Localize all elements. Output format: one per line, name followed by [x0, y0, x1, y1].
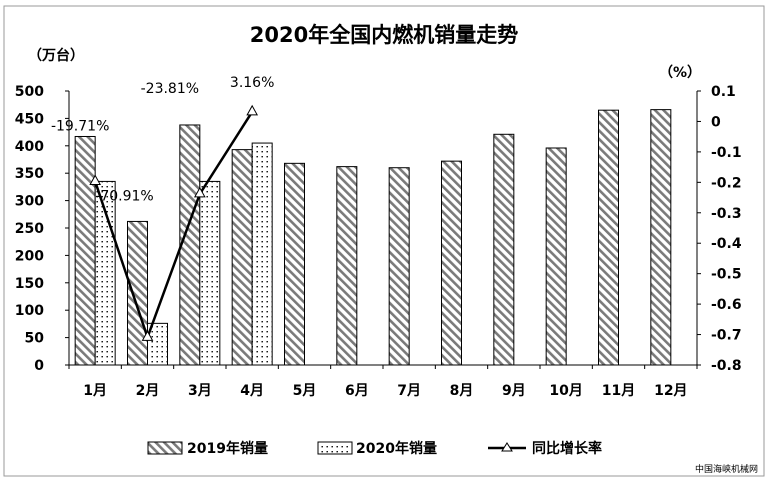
left-tick-label: 250 — [15, 221, 44, 237]
growth-marker — [141, 330, 154, 341]
x-tick-label: 10月 — [549, 383, 582, 399]
legend-label-2019: 2019年销量 — [187, 440, 268, 457]
left-tick-label: 50 — [25, 331, 45, 347]
left-tick-label: 100 — [15, 303, 44, 319]
legend-label-2020: 2020年销量 — [356, 440, 437, 457]
right-tick-label: -0.4 — [711, 236, 742, 252]
legend-swatch-2019 — [147, 441, 183, 455]
bar-2019 — [441, 160, 462, 366]
legend-item-growth: 同比增长率 — [488, 440, 602, 457]
x-tick-label: 2月 — [136, 383, 160, 399]
bar-2019 — [127, 220, 148, 366]
bar-2019 — [231, 149, 253, 366]
right-tick-label: -0.3 — [711, 206, 742, 222]
right-tick-label: -0.2 — [711, 175, 742, 191]
bar-2019 — [598, 109, 619, 366]
bar-2019 — [650, 109, 672, 366]
bar-2019 — [284, 162, 305, 366]
x-tick-label: 11月 — [602, 383, 635, 399]
legend-item-2020: 2020年销量 — [317, 440, 437, 457]
right-tick-label: 0.1 — [711, 84, 736, 100]
legend-item-2019: 2019年销量 — [147, 440, 268, 457]
plot-area: 0 50 100 150 200 250 300 350 400 450 500 -0.8 -0.7 -0… — [15, 75, 742, 399]
x-tick-label: 12月 — [654, 383, 687, 399]
bar-2019 — [74, 135, 96, 366]
right-axis-unit: （%） — [659, 65, 701, 81]
bar-2019 — [545, 147, 567, 366]
right-tick-label: -0.7 — [711, 328, 742, 344]
bar-2019 — [336, 166, 358, 366]
growth-marker — [89, 174, 102, 185]
bar-2019 — [493, 133, 515, 366]
x-tick-label: 6月 — [345, 383, 369, 399]
right-tick-label: -0.8 — [711, 358, 742, 374]
x-tick-label: 1月 — [83, 383, 107, 399]
right-tick-label: -0.1 — [711, 145, 742, 161]
x-tick-label: 8月 — [450, 383, 474, 399]
chart-title: 2020年全国内燃机销量走势 — [250, 23, 518, 47]
growth-data-label: -70.91% — [95, 188, 153, 204]
right-tick-label: -0.6 — [711, 297, 742, 313]
left-tick-label: 450 — [15, 111, 44, 127]
growth-marker — [193, 186, 206, 198]
legend-label-growth: 同比增长率 — [532, 440, 602, 457]
left-tick-label: 0 — [34, 358, 44, 374]
left-axis-unit: （万台） — [28, 47, 84, 64]
bar-2019 — [388, 167, 410, 366]
left-tick-label: 200 — [15, 248, 44, 264]
legend-swatch-2020 — [317, 441, 353, 455]
left-tick-label: 150 — [15, 276, 44, 292]
x-tick-label: 4月 — [240, 383, 264, 399]
growth-data-label: -23.81% — [141, 81, 199, 97]
x-tick-label: 5月 — [293, 383, 317, 399]
growth-data-label: -19.71% — [51, 118, 109, 134]
x-tick-label: 3月 — [188, 383, 212, 399]
right-tick-label: 0 — [711, 114, 721, 130]
growth-data-label: 3.16% — [230, 75, 274, 91]
left-tick-label: 300 — [15, 194, 44, 210]
left-tick-label: 500 — [15, 84, 44, 100]
bar-2019 — [179, 124, 201, 366]
right-tick-label: -0.5 — [711, 267, 742, 283]
x-tick-label: 9月 — [502, 383, 526, 399]
bar-2020 — [147, 322, 168, 366]
legend: 2019年销量 2020年销量 同比增长率 — [147, 440, 602, 457]
growth-marker — [246, 104, 259, 116]
left-tick-label: 350 — [15, 166, 44, 182]
x-tick-label: 7月 — [397, 383, 421, 399]
chart-frame — [3, 5, 765, 477]
bar-2020 — [199, 180, 221, 366]
growth-line — [93, 111, 254, 342]
legend-marker-growth — [501, 442, 513, 452]
bar-2020 — [251, 142, 273, 366]
watermark: 中国海峡机械网 — [695, 463, 758, 475]
left-tick-label: 400 — [15, 139, 44, 155]
